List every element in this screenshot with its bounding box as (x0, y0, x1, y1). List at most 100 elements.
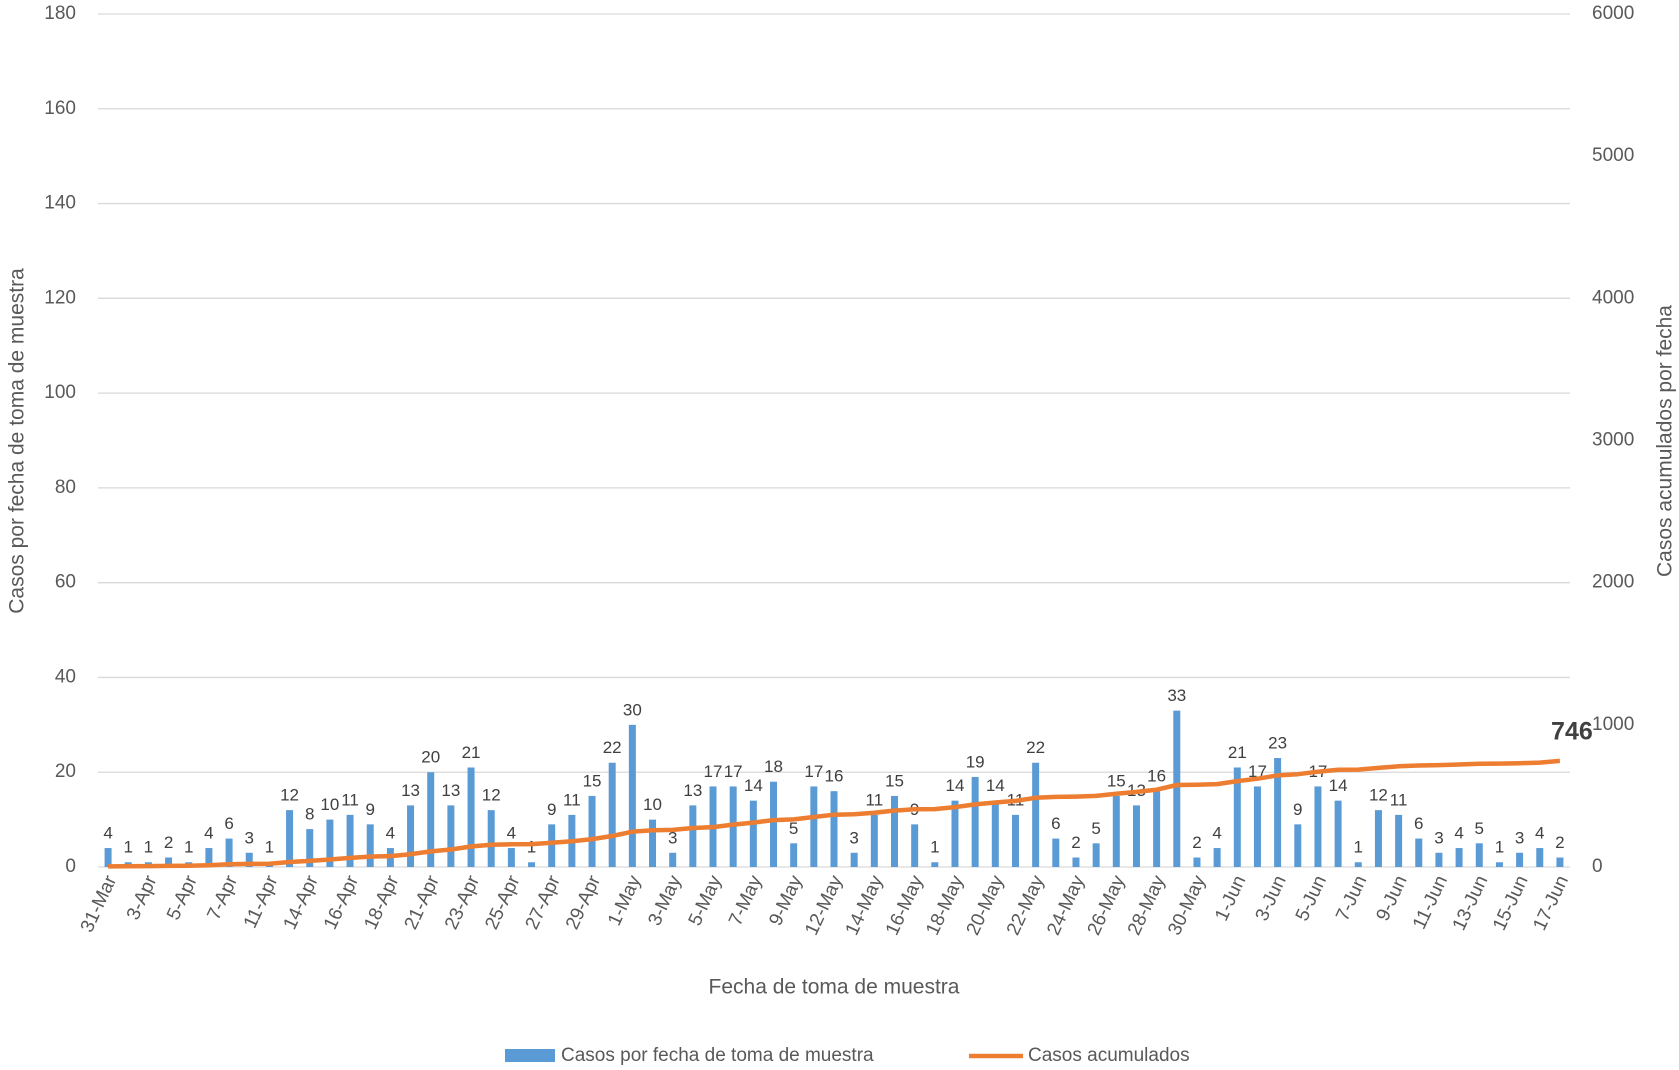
bar (1072, 857, 1080, 867)
data-label: 30 (623, 700, 642, 719)
data-label: 9 (547, 800, 556, 819)
bar (1435, 852, 1443, 867)
data-label: 5 (789, 819, 798, 838)
x-tick-label: 26-May (1084, 872, 1130, 939)
x-tick-label: 11-Apr (240, 872, 283, 932)
data-label: 4 (103, 824, 112, 843)
legend-label: Casos por fecha de toma de muestra (561, 1045, 874, 1066)
data-label: 11 (341, 790, 359, 809)
bar (1475, 843, 1483, 867)
bar (628, 724, 636, 867)
bar (1294, 824, 1302, 867)
x-tick-label: 16-May (882, 872, 928, 939)
data-label: 4 (1535, 824, 1544, 843)
data-label: 15 (1107, 771, 1126, 790)
x-tick-label: 17-Jun (1529, 872, 1573, 934)
data-label: 1 (124, 838, 133, 857)
data-label: 18 (764, 757, 783, 776)
bar (951, 800, 959, 867)
y-axis-title: Casos por fecha de toma de muestra (6, 268, 29, 614)
data-label: 21 (462, 743, 481, 762)
bar (689, 805, 697, 867)
bar (1052, 838, 1060, 867)
legend-label: Casos acumulados (1028, 1045, 1190, 1066)
x-tick-label: 18-May (922, 872, 968, 939)
x-tick-label: 24-May (1043, 872, 1089, 939)
bar (205, 848, 213, 867)
y-tick-label: 60 (55, 572, 76, 593)
x-tick-label: 7-Jun (1332, 872, 1371, 924)
data-label: 13 (683, 781, 702, 800)
data-label: 15 (583, 771, 602, 790)
data-label: 5 (1091, 819, 1100, 838)
x-axis-title: Fecha de toma de muestra (709, 976, 960, 999)
y2-axis-title: Casos acumulados por fecha (1654, 305, 1677, 577)
bar (1415, 838, 1423, 867)
data-label: 14 (744, 776, 763, 795)
x-tick-label: 13-Jun (1449, 872, 1493, 934)
x-tick-label: 1-May (604, 872, 646, 929)
bar (1213, 848, 1221, 867)
bar (608, 762, 616, 867)
bar (1556, 857, 1564, 867)
bar (1516, 852, 1524, 867)
y2-tick-label: 2000 (1592, 572, 1634, 593)
data-label: 12 (1369, 786, 1388, 805)
legend-swatch (505, 1049, 555, 1062)
x-tick-label: 3-Apr (123, 872, 162, 924)
bar (830, 791, 838, 867)
data-label: 3 (244, 828, 253, 847)
bar (588, 795, 596, 867)
data-label: 11 (1390, 790, 1408, 809)
y-tick-label: 40 (55, 666, 76, 687)
data-label: 13 (441, 781, 460, 800)
bar (286, 810, 294, 867)
bar (1132, 805, 1140, 867)
data-label: 4 (1454, 824, 1463, 843)
data-label: 6 (1051, 814, 1060, 833)
data-label: 17 (724, 762, 743, 781)
x-tick-label: 9-May (765, 872, 807, 929)
data-label: 22 (603, 738, 622, 757)
data-label: 20 (421, 748, 440, 767)
data-label: 12 (482, 786, 501, 805)
bar (1173, 710, 1181, 867)
x-tick-label: 5-Jun (1292, 872, 1331, 924)
x-tick-label: 29-Apr (562, 872, 605, 933)
bar (1455, 848, 1463, 867)
data-label: 2 (1192, 833, 1201, 852)
x-tick-label: 18-Apr (360, 872, 403, 933)
data-label: 17 (804, 762, 823, 781)
bar (1495, 862, 1503, 867)
x-tick-label: 15-Jun (1489, 872, 1533, 934)
data-label: 8 (305, 805, 314, 824)
end-label: 746 (1551, 718, 1593, 746)
data-label: 3 (1434, 828, 1443, 847)
x-tick-label: 3-Jun (1252, 872, 1291, 924)
x-tick-label: 5-Apr (163, 872, 202, 924)
data-label: 2 (1555, 833, 1564, 852)
data-label: 16 (825, 767, 844, 786)
data-label: 1 (144, 838, 153, 857)
bar (427, 772, 435, 867)
bar (790, 843, 798, 867)
x-tick-label: 23-Apr (441, 872, 484, 933)
bar (1374, 810, 1382, 867)
bar (931, 862, 939, 867)
data-label: 4 (386, 824, 395, 843)
x-tick-label: 1-Jun (1211, 872, 1250, 924)
bar (1274, 758, 1282, 867)
bar (1193, 857, 1201, 867)
bar (1032, 762, 1040, 867)
bar (1395, 814, 1403, 867)
y-tick-label: 120 (44, 287, 76, 308)
x-tick-label: 22-May (1003, 872, 1049, 939)
bar (165, 857, 173, 867)
bar (1233, 767, 1241, 867)
data-label: 23 (1268, 733, 1287, 752)
y-tick-label: 100 (44, 382, 76, 403)
bar (870, 814, 878, 867)
bar (1011, 814, 1019, 867)
y-tick-label: 80 (55, 477, 76, 498)
y2-tick-label: 5000 (1592, 145, 1634, 166)
